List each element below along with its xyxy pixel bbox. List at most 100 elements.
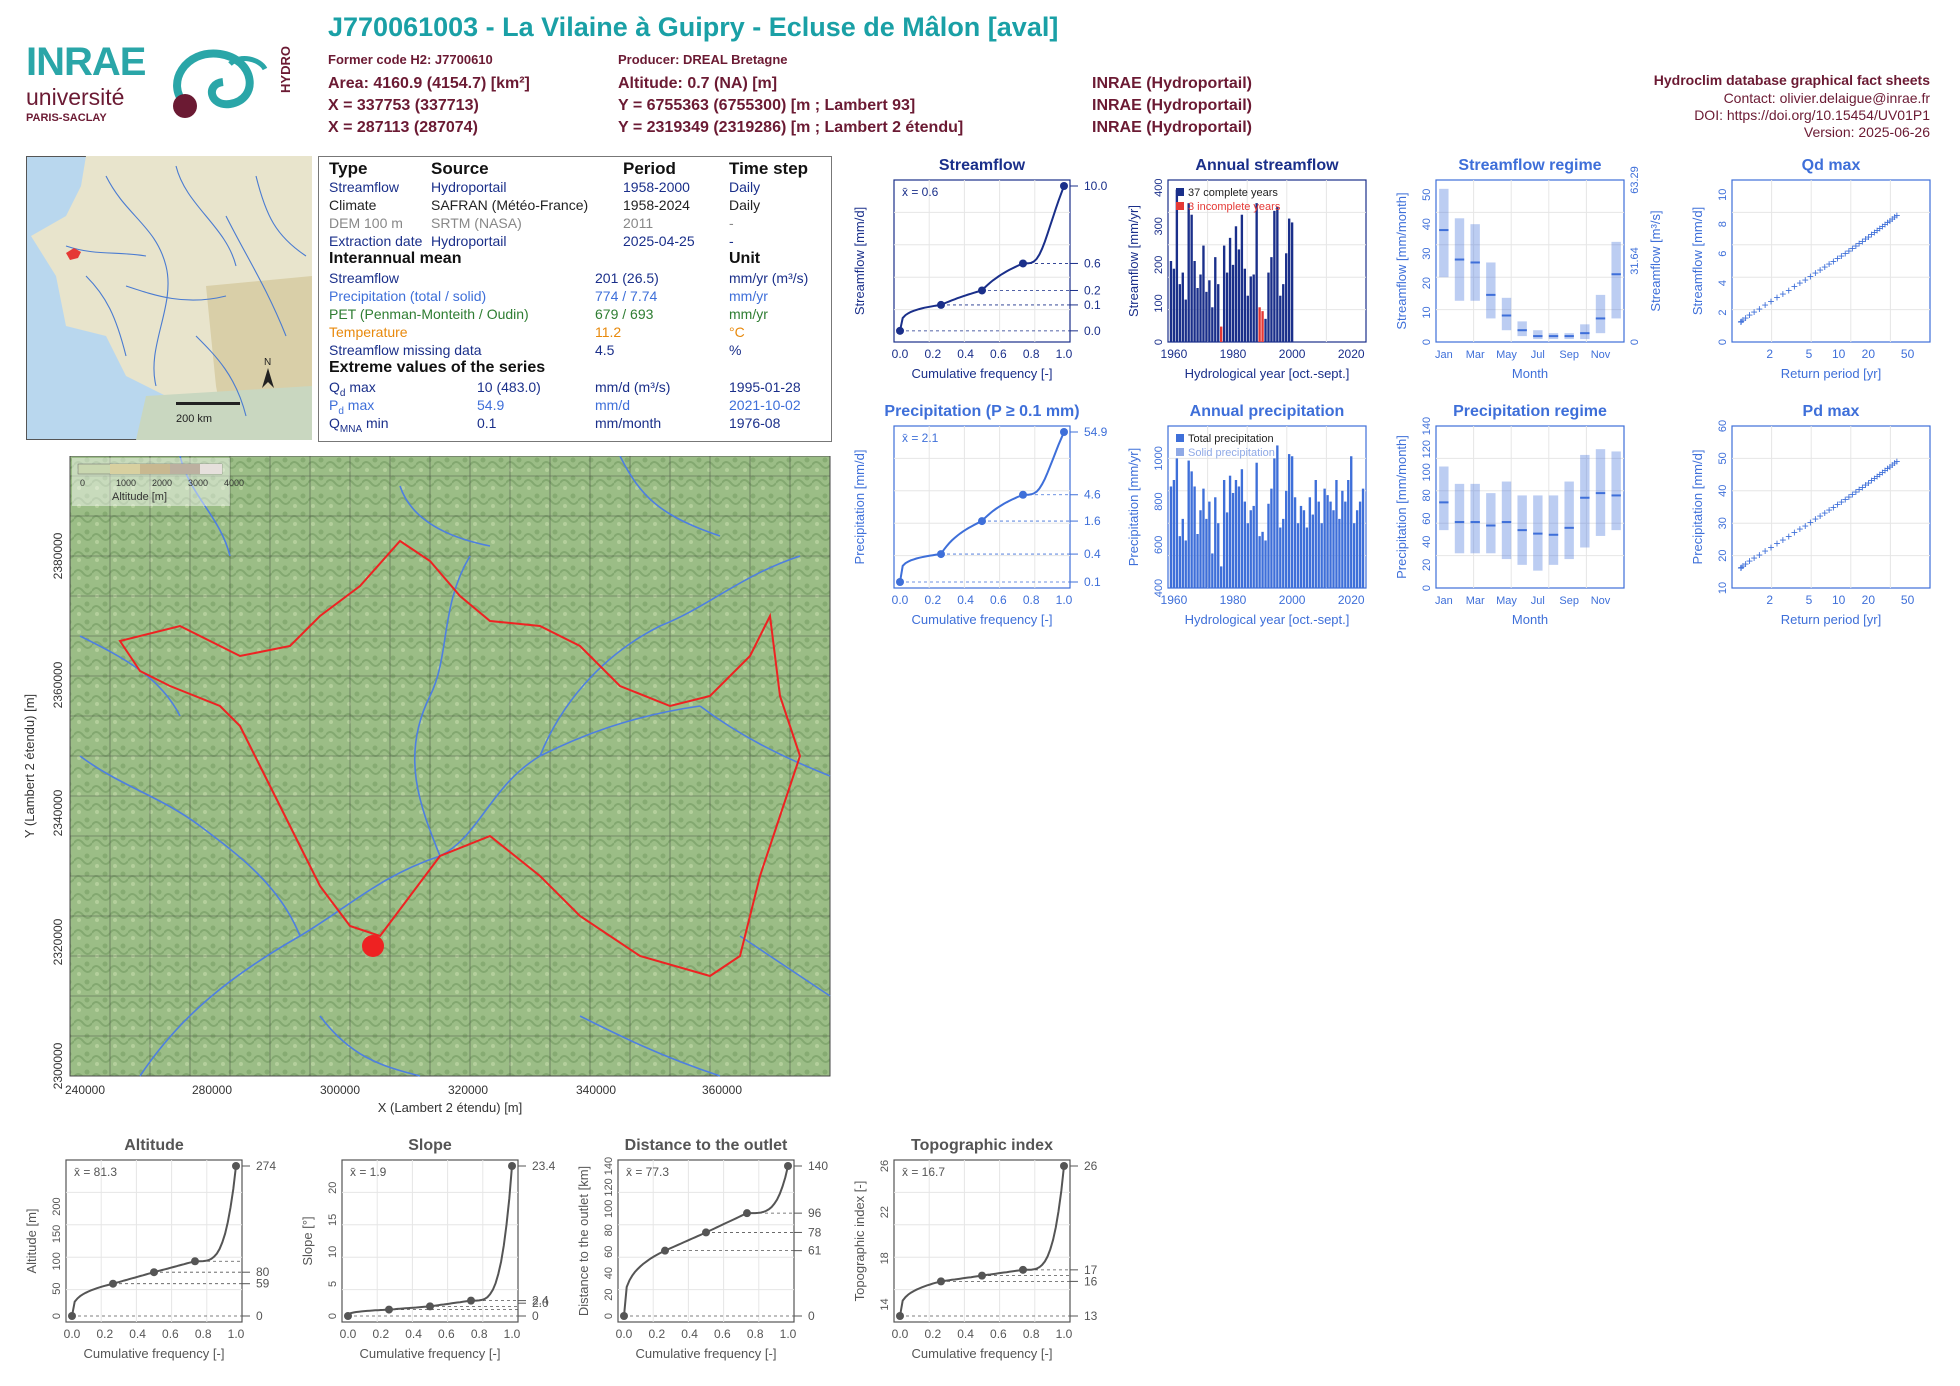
chart-ylabel: Slope [°]: [300, 1216, 315, 1265]
producer: Producer: DREAL Bretagne: [618, 52, 788, 67]
chart-annual-prec: Annual precipitation Hydrological year [o…: [1126, 403, 1367, 627]
chart-bar: [1326, 495, 1329, 588]
chart-data-point: +: [1812, 512, 1819, 526]
chart-bar: [1175, 189, 1179, 342]
chart-right-label: 78: [808, 1225, 822, 1239]
chart-title: Streamflow: [939, 157, 1026, 174]
chart-xtick: 0.4: [129, 1327, 146, 1341]
chart-ytick: 60: [1421, 512, 1433, 524]
chart-data-point: +: [1859, 480, 1866, 494]
chart-data-point: +: [1791, 280, 1798, 294]
info-step: Daily: [729, 197, 761, 213]
map-ytick: 2340000: [51, 789, 65, 836]
chart-plot-area: [1435, 179, 1625, 343]
chart-xtick: 0.4: [957, 593, 974, 607]
chart-xtick: 0.4: [957, 347, 974, 361]
chart-ytick: 120: [1421, 440, 1433, 458]
chart-xlabel: Cumulative frequency [-]: [84, 1346, 225, 1361]
altitude: Altitude: 0.7 (NA) [m]: [618, 75, 778, 92]
info-table: Type Source Period Time step Streamflow …: [318, 156, 832, 442]
chart-bar: [1344, 501, 1347, 588]
info-period: 1958-2024: [623, 197, 690, 213]
chart-data-point: +: [1756, 302, 1763, 316]
chart-xtick: Jan: [1435, 595, 1453, 607]
chart-xtick: 1.0: [1056, 1327, 1073, 1341]
chart-bar: [1228, 475, 1232, 588]
chart-bar: [1338, 518, 1341, 588]
x-lambert93: X = 337753 (337713): [328, 97, 479, 114]
chart-data-point: +: [1802, 519, 1809, 533]
info-header-period: Period: [623, 159, 676, 178]
info-period: 2025-04-25: [623, 233, 695, 249]
chart-xtick: 20: [1862, 593, 1876, 607]
chart-data-point: +: [1767, 294, 1774, 308]
chart-xlabel: Cumulative frequency [-]: [360, 1346, 501, 1361]
chart-xtick: 10: [1832, 593, 1846, 607]
chart-legend-swatch: [1176, 188, 1184, 196]
chart-xtick: 50: [1901, 593, 1915, 607]
chart-xtick: 0.2: [372, 1327, 389, 1341]
chart-bar: [1222, 245, 1226, 342]
chart-ytick: 40: [1421, 218, 1433, 230]
chart-plot-area: [617, 1159, 795, 1323]
chart-box: [1454, 483, 1465, 554]
chart-data-point: +: [1802, 273, 1809, 287]
chart-ytick: 80: [603, 1224, 615, 1236]
chart-right-label: 80: [256, 1265, 270, 1279]
chart-ytick: 400: [1153, 179, 1165, 197]
chart-bar: [1208, 280, 1211, 342]
chart-xtick: 0.6: [990, 593, 1007, 607]
chart-data-point: +: [1834, 252, 1841, 266]
chart-title: Pd max: [1803, 403, 1860, 420]
chart-title: Precipitation (P ≥ 0.1 mm): [884, 403, 1079, 420]
chart-legend-label: Solid precipitation: [1188, 447, 1275, 459]
chart-xtick: 2020: [1338, 347, 1365, 361]
chart-data-point: [1060, 428, 1068, 436]
chart-legend-label: 3 incomplete years: [1188, 201, 1281, 213]
chart-right-label: 0: [256, 1309, 263, 1323]
chart-title: Qd max: [1802, 157, 1861, 174]
info-step: Daily: [729, 179, 761, 195]
chart-title: Altitude: [124, 1137, 184, 1154]
chart-xtick: 2: [1766, 593, 1773, 607]
chart-xtick: 0.2: [924, 593, 941, 607]
chart-bar: [1261, 311, 1264, 342]
chart-bar: [1172, 268, 1176, 342]
chart-ytick: 10: [1717, 582, 1729, 594]
chart-ytick: 22: [879, 1206, 891, 1218]
chart-data-point: +: [1817, 509, 1824, 523]
chart-xtick: 0.6: [438, 1327, 455, 1341]
chart-data-point: +: [1856, 237, 1863, 251]
paris-saclay-logo-text: PARIS-SACLAY: [26, 112, 107, 124]
chart-data-point: +: [1742, 311, 1749, 325]
extreme-date: 1976-08: [729, 415, 781, 431]
chart-data-point: [1060, 182, 1068, 190]
chart-bar: [1267, 503, 1270, 588]
chart-ytick: 0: [603, 1313, 615, 1319]
chart-right-label: 140: [808, 1159, 828, 1173]
info-period: 1958-2000: [623, 179, 690, 195]
chart-right-label: 0.2: [1084, 283, 1101, 297]
chart-data-point: +: [1821, 260, 1828, 274]
info-step: -: [729, 215, 734, 231]
map-xtick: 240000: [65, 1083, 105, 1097]
chart-xlabel: Return period [yr]: [1781, 366, 1881, 381]
extreme-unit: mm/d: [595, 397, 630, 413]
chart-bar: [1299, 505, 1303, 588]
chart-bar: [1290, 222, 1294, 342]
chart-box: [1611, 451, 1621, 531]
chart-ylabel: Streamflow [mm/d]: [1690, 207, 1705, 315]
chart-bar: [1355, 510, 1359, 588]
chart-plot-area: [893, 425, 1071, 589]
chart-ytick: 600: [1153, 536, 1165, 554]
chart-bar: [1240, 214, 1244, 342]
info-header-step: Time step: [729, 159, 809, 178]
page-title: J770061003 - La Vilaine à Guipry - Eclus…: [328, 12, 1059, 42]
chart-box: [1486, 262, 1496, 319]
chart-bar: [1267, 272, 1270, 342]
chart-bar: [1276, 207, 1279, 342]
chart-bar: [1273, 458, 1276, 588]
chart-data-point: [743, 1209, 751, 1218]
chart-data-point: +: [1849, 487, 1856, 501]
chart-data-point: [385, 1305, 393, 1314]
